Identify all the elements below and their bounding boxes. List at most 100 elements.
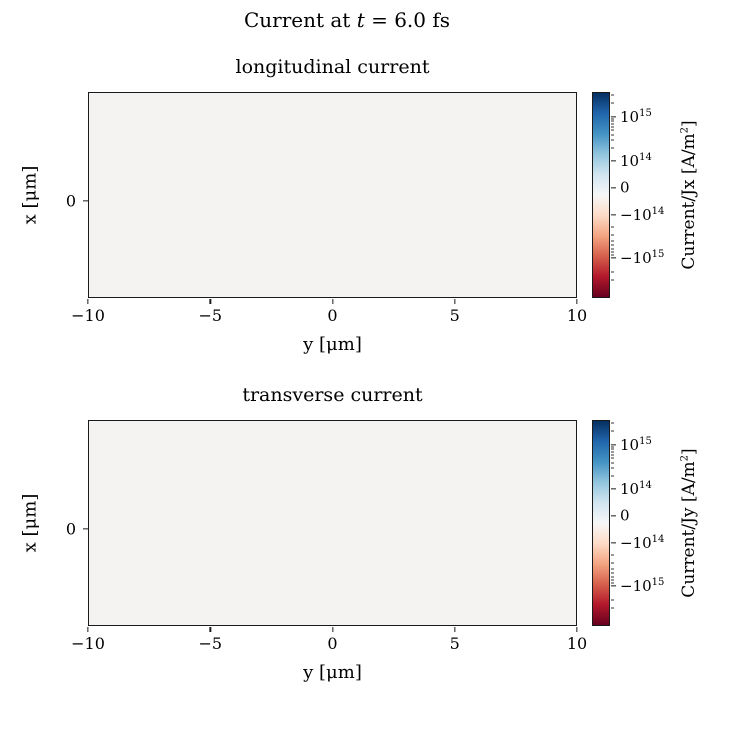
x-tick-mark	[331, 299, 334, 304]
colorbar-minor-tick-mark	[611, 120, 614, 122]
colorbar-minor-tick-mark	[611, 94, 614, 96]
colorbar-minor-tick-mark	[611, 475, 614, 477]
colorbar-tick-label: 0	[620, 178, 630, 197]
colorbar-minor-tick-mark	[611, 582, 614, 584]
colorbar-gradient	[592, 420, 610, 626]
colorbar-minor-tick-mark	[611, 234, 614, 236]
colorbar-minor-tick-mark	[611, 129, 614, 131]
x-tick-mark	[454, 627, 456, 632]
colorbar-minor-tick-mark	[611, 102, 614, 104]
colorbar-minor-tick-mark	[611, 422, 614, 424]
x-tick-mark	[87, 299, 89, 304]
colorbar-label-sup: 2	[679, 454, 691, 462]
colorbar-minor-tick-mark	[611, 126, 614, 128]
x-tick-label: 0	[327, 306, 338, 325]
x-tick-label: −10	[71, 634, 105, 653]
colorbar-tick-label: −1015	[620, 248, 665, 267]
subplot-longitudinal: longitudinal current x [μm] 0 −10 −5 0 5 10 …	[0, 48, 750, 355]
colorbar-label: Current/Jy [A/m2]	[679, 448, 699, 597]
colorbar-ticks: 1015 1014 0 −1014 −1015	[611, 420, 691, 626]
colorbar-minor-tick-mark	[611, 446, 614, 448]
y-tick-label: 0	[65, 519, 76, 539]
colorbar-gradient	[592, 92, 610, 298]
colorbar-minor-tick-mark	[611, 254, 614, 256]
colorbar-minor-tick-mark	[611, 568, 614, 570]
colorbar-minor-tick-mark	[611, 607, 614, 609]
x-axis-ticks: −10 −5 0 5 10	[71, 626, 587, 658]
colorbar-minor-tick-mark	[611, 599, 614, 601]
colorbar-minor-tick-mark	[611, 448, 614, 450]
x-tick-mark	[576, 299, 578, 304]
colorbar-minor-tick-mark	[611, 134, 614, 136]
x-tick-label: −5	[198, 634, 223, 653]
colorbar-minor-tick-mark	[611, 248, 614, 250]
x-tick-label: 0	[327, 634, 338, 653]
plot-area	[88, 420, 577, 626]
colorbar-minor-tick-mark	[611, 562, 614, 564]
colorbar-tick-label: −1014	[620, 205, 665, 224]
x-tick-label: 5	[449, 306, 460, 325]
y-axis-ticks: 0	[0, 92, 88, 298]
colorbar-minor-tick-mark	[611, 139, 614, 141]
x-axis-ticks: −10 −5 0 5 10	[71, 298, 587, 330]
figure-title-prefix: Current at	[243, 8, 357, 32]
colorbar-minor-tick-mark	[611, 572, 614, 574]
colorbar-tick-mark	[611, 585, 616, 587]
colorbar-tick-label: 0	[620, 506, 630, 525]
x-tick-label: −5	[198, 306, 223, 325]
x-tick-mark	[454, 299, 456, 304]
colorbar-minor-tick-mark	[611, 579, 614, 581]
x-tick-label: 10	[566, 306, 588, 325]
colorbar-tick-mark	[611, 257, 616, 259]
colorbar-tick-mark	[611, 444, 616, 446]
colorbar-minor-tick-mark	[611, 457, 614, 459]
colorbar-minor-tick-mark	[611, 554, 614, 556]
colorbar-tick-mark	[611, 213, 616, 216]
y-tick-mark	[83, 200, 88, 202]
colorbar-minor-tick-mark	[611, 118, 614, 120]
x-tick-label: −10	[71, 306, 105, 325]
colorbar-minor-tick-mark	[611, 279, 614, 281]
x-tick-mark	[576, 627, 578, 632]
colorbar-minor-tick-mark	[611, 123, 614, 125]
figure-title-variable: t	[356, 8, 365, 32]
colorbar-tick-mark	[611, 541, 616, 544]
colorbar-tick-label: 1014	[620, 480, 652, 498]
subplot-transverse: transverse current x [μm] 0 −10 −5 0 5 10 y …	[0, 376, 750, 683]
colorbar-minor-tick-mark	[611, 451, 614, 453]
figure-title: Current at t = 6.0 fs	[0, 8, 694, 32]
plot-area	[88, 92, 577, 298]
subplot-title: longitudinal current	[235, 56, 430, 78]
y-axis-ticks: 0	[0, 420, 88, 626]
colorbar-minor-tick-mark	[611, 454, 614, 456]
colorbar-tick-mark	[611, 160, 616, 162]
subplot-title: transverse current	[242, 384, 423, 406]
colorbar-tick-label: 1015	[620, 435, 652, 454]
x-axis-label: y [μm]	[303, 334, 362, 355]
colorbar-tick-mark	[611, 116, 616, 118]
colorbar-minor-tick-mark	[611, 462, 614, 464]
x-tick-label: 5	[449, 634, 460, 653]
colorbar-tick-mark	[611, 515, 616, 517]
figure-title-suffix: = 6.0 fs	[364, 8, 451, 32]
y-tick-mark	[83, 528, 88, 530]
colorbar-tick-mark	[611, 488, 616, 490]
colorbar-ticks: 1015 1014 0 −1014 −1015	[611, 92, 691, 298]
colorbar-label: Current/Jx [A/m2]	[679, 120, 699, 269]
colorbar-label-sup: 2	[679, 126, 691, 134]
x-tick-mark	[87, 627, 89, 632]
colorbar-minor-tick-mark	[611, 240, 614, 242]
colorbar-minor-tick-mark	[611, 430, 614, 432]
colorbar-tick-label: 1015	[620, 107, 652, 126]
colorbar-label-text: Current/Jy [A/m	[679, 461, 699, 598]
colorbar-minor-tick-mark	[611, 244, 614, 246]
colorbar-minor-tick-mark	[611, 467, 614, 469]
x-tick-mark	[209, 299, 211, 304]
colorbar-label-close: ]	[679, 448, 699, 455]
colorbar-label-close: ]	[679, 120, 699, 127]
y-tick-label: 0	[65, 191, 76, 211]
colorbar-tick-mark	[611, 187, 616, 189]
x-axis-label: y [μm]	[303, 662, 362, 683]
colorbar-minor-tick-mark	[611, 147, 614, 149]
colorbar-minor-tick-mark	[611, 271, 614, 273]
